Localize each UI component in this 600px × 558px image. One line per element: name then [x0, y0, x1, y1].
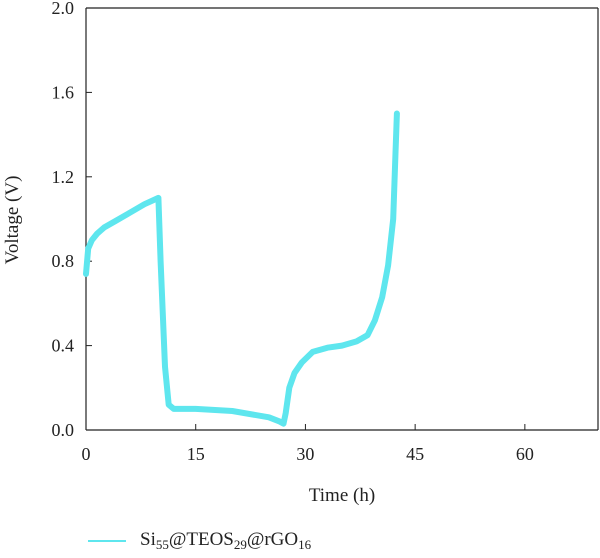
data-point [229, 408, 235, 414]
data-point [385, 262, 391, 268]
data-point [354, 338, 360, 344]
voltage-time-chart: 0 15 30 45 60 0.0 0.4 0.8 1.2 1.6 2.0 Time (h) Vol… [2, 0, 599, 506]
data-point [193, 406, 199, 412]
data-point [101, 224, 107, 230]
legend-line-swatch [88, 540, 126, 542]
y-tick-label: 0.8 [52, 251, 75, 271]
data-point [339, 343, 345, 349]
x-axis-label: Time (h) [309, 485, 375, 506]
data-point [390, 216, 396, 222]
data-point [281, 421, 286, 427]
data-point [365, 332, 371, 338]
data-point [94, 231, 100, 237]
data-point [292, 370, 297, 376]
data-point [283, 410, 289, 416]
data-point [83, 271, 89, 277]
data-point [277, 419, 283, 425]
legend-label: Si55@TEOS29@rGO16 [140, 529, 312, 552]
y-tick-label: 2.0 [52, 0, 75, 18]
data-point [286, 385, 292, 391]
data-point [85, 246, 91, 251]
data-point [127, 210, 133, 216]
data-point [162, 364, 168, 370]
x-tick-label: 45 [406, 444, 424, 464]
legend: Si55@TEOS29@rGO16 [88, 528, 311, 554]
series-line [83, 110, 400, 427]
y-tick-label: 1.6 [52, 82, 75, 102]
data-point [394, 111, 400, 116]
x-tick-label: 0 [82, 444, 91, 464]
data-point [142, 201, 147, 207]
data-point [171, 406, 177, 412]
data-point [392, 153, 398, 159]
x-tick-label: 30 [296, 444, 314, 464]
data-point [89, 237, 95, 243]
y-tick-label: 0.0 [52, 420, 75, 440]
data-point [112, 218, 118, 224]
data-point [166, 402, 172, 408]
data-point [158, 258, 164, 264]
y-tick-label: 1.2 [52, 167, 75, 187]
data-point [155, 195, 161, 201]
data-point [266, 414, 272, 420]
data-point [299, 360, 305, 365]
data-point [372, 317, 378, 323]
data-point [310, 349, 316, 355]
y-axis-label: Voltage (V) [2, 176, 23, 265]
x-tick-label: 15 [187, 444, 205, 464]
x-tick-label: 60 [516, 444, 534, 464]
y-tick-label: 0.4 [52, 336, 75, 356]
data-point [379, 294, 385, 300]
data-point [324, 345, 330, 351]
